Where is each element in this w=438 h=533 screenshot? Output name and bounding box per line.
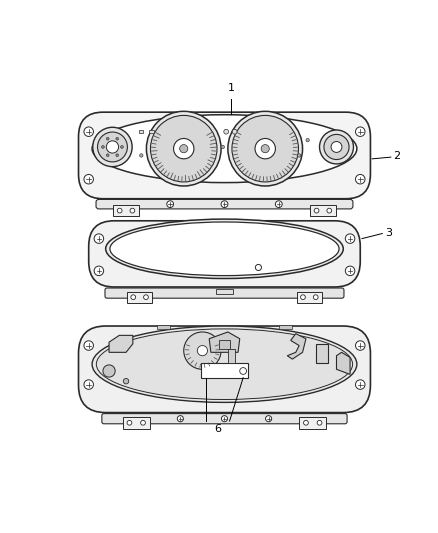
Circle shape (84, 380, 93, 389)
Text: 3: 3 (385, 228, 392, 238)
Circle shape (103, 365, 115, 377)
Bar (299, 417, 326, 429)
FancyBboxPatch shape (78, 326, 371, 413)
Bar (127, 292, 152, 303)
Circle shape (151, 115, 217, 182)
Circle shape (144, 295, 148, 300)
Polygon shape (287, 334, 306, 359)
Circle shape (197, 345, 208, 356)
Circle shape (297, 154, 301, 157)
Circle shape (356, 380, 365, 389)
Circle shape (180, 144, 188, 153)
Circle shape (173, 139, 194, 159)
Circle shape (116, 138, 119, 140)
Bar (310, 205, 336, 216)
Circle shape (130, 208, 135, 213)
Circle shape (232, 130, 237, 134)
Circle shape (127, 421, 132, 425)
Circle shape (331, 142, 342, 152)
Bar (279, 325, 293, 328)
Text: 2: 2 (393, 151, 401, 161)
Circle shape (124, 378, 129, 384)
Circle shape (146, 111, 221, 186)
Circle shape (356, 174, 365, 184)
Circle shape (255, 139, 276, 159)
Circle shape (228, 111, 303, 186)
Circle shape (224, 130, 229, 134)
Circle shape (131, 295, 136, 300)
Circle shape (314, 208, 319, 213)
Bar (316, 344, 328, 362)
Circle shape (106, 138, 109, 140)
Bar (123, 417, 150, 429)
Ellipse shape (106, 219, 343, 279)
Bar (139, 130, 143, 133)
Circle shape (255, 264, 261, 271)
Circle shape (313, 295, 318, 300)
FancyBboxPatch shape (102, 414, 347, 424)
Circle shape (84, 174, 93, 184)
Circle shape (261, 144, 269, 153)
Circle shape (265, 416, 272, 422)
Bar (201, 362, 248, 378)
Circle shape (117, 208, 122, 213)
Polygon shape (209, 332, 240, 352)
Circle shape (221, 201, 228, 207)
Circle shape (306, 139, 309, 142)
Polygon shape (109, 335, 133, 352)
Circle shape (345, 234, 355, 244)
Ellipse shape (110, 222, 339, 276)
Circle shape (232, 115, 298, 182)
Bar (149, 130, 154, 133)
Bar (113, 205, 139, 216)
Circle shape (94, 266, 104, 276)
Circle shape (84, 341, 93, 350)
Ellipse shape (92, 115, 357, 183)
Bar (297, 292, 322, 303)
Bar (228, 349, 235, 362)
Bar (219, 341, 230, 349)
Circle shape (345, 266, 355, 276)
Polygon shape (336, 352, 350, 374)
Bar (216, 289, 233, 294)
Circle shape (222, 416, 227, 422)
Circle shape (240, 368, 247, 374)
FancyBboxPatch shape (96, 199, 353, 209)
Circle shape (140, 154, 143, 157)
Circle shape (356, 341, 365, 350)
Circle shape (141, 421, 145, 425)
Circle shape (167, 201, 173, 207)
Text: 1: 1 (228, 84, 235, 93)
Circle shape (304, 421, 308, 425)
Circle shape (84, 127, 93, 136)
FancyBboxPatch shape (105, 288, 344, 298)
Circle shape (120, 146, 124, 148)
Bar (156, 325, 170, 328)
Circle shape (300, 295, 305, 300)
FancyBboxPatch shape (88, 221, 360, 287)
Circle shape (221, 146, 224, 149)
Ellipse shape (92, 326, 357, 402)
Circle shape (327, 208, 332, 213)
Circle shape (276, 201, 282, 207)
Ellipse shape (96, 329, 353, 400)
Circle shape (94, 234, 104, 244)
Circle shape (317, 421, 322, 425)
Circle shape (356, 127, 365, 136)
Circle shape (184, 332, 221, 369)
Circle shape (106, 141, 119, 153)
Circle shape (98, 132, 127, 162)
Circle shape (324, 134, 349, 159)
Circle shape (93, 127, 132, 167)
Circle shape (319, 130, 353, 164)
Circle shape (102, 146, 104, 148)
FancyBboxPatch shape (78, 112, 371, 199)
Circle shape (106, 154, 109, 157)
Circle shape (116, 154, 119, 157)
Text: 6: 6 (214, 424, 221, 434)
Circle shape (177, 416, 184, 422)
